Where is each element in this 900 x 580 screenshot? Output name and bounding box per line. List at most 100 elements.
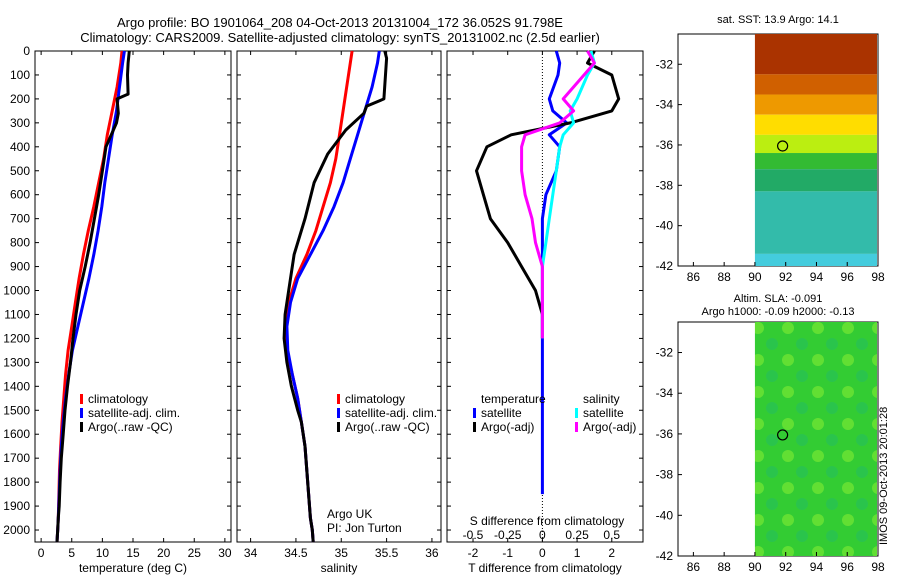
legend-swatch xyxy=(473,422,476,432)
legend-label: satellite xyxy=(583,406,624,420)
legend-label: climatology xyxy=(345,392,405,406)
legend-label: climatology xyxy=(88,392,148,406)
x-tick-label: 90 xyxy=(748,560,762,574)
y-tick-label: 100 xyxy=(10,68,30,82)
x-tick-label: 2 xyxy=(608,546,615,560)
figure-title-line-2: Climatology: CARS2009. Satellite-adjuste… xyxy=(80,30,600,45)
annotation-line: Argo UK xyxy=(327,507,372,521)
y-tick-label: -34 xyxy=(656,386,674,400)
legend-swatch xyxy=(337,422,340,432)
map-title: sat. SST: 13.9 Argo: 14.1 xyxy=(717,14,839,26)
y-tick-label: -36 xyxy=(656,427,674,441)
x-tick-label: 35 xyxy=(335,546,349,560)
legend-label: Argo(-adj) xyxy=(583,420,636,434)
y-tick-label: 1100 xyxy=(4,307,30,321)
y-tick-label: 400 xyxy=(10,140,30,154)
x-tick-label: 96 xyxy=(841,270,855,284)
sla-map-panel: 86 88 90 92 94 96 98 -32 -34 -36 -38 -40 -42 Altim. S… xyxy=(656,293,885,574)
legend-swatch xyxy=(337,408,340,418)
x-tick-label: 98 xyxy=(871,270,885,284)
x-tick-label: 20 xyxy=(157,546,171,560)
y-tick-label: 1200 xyxy=(3,331,30,345)
sst-field-band xyxy=(754,34,877,75)
secondary-tick-label: 0.25 xyxy=(565,528,589,542)
sst-field-band xyxy=(754,153,877,170)
y-tick-label: -32 xyxy=(656,346,674,360)
x-tick-label: 92 xyxy=(779,270,793,284)
y-tick-label: -40 xyxy=(656,508,674,522)
y-tick-label: 0 xyxy=(23,44,30,58)
x-tick-label: 1 xyxy=(574,546,581,560)
legend-label: Argo(..raw -QC) xyxy=(345,420,430,434)
x-tick-label: 96 xyxy=(841,560,855,574)
x-tick-label: -1 xyxy=(502,546,513,560)
y-tick-label: -40 xyxy=(656,219,674,233)
y-tick-label: -38 xyxy=(656,178,674,192)
argo-position-marker xyxy=(777,140,789,152)
figure-title-line-1: Argo profile: BO 1901064_208 04-Oct-2013… xyxy=(117,15,563,30)
y-tick-label: 1800 xyxy=(3,475,30,489)
imos-timestamp: IMOS 09-Oct-2013 20:01:28 xyxy=(878,406,890,545)
x-tick-label: 25 xyxy=(188,546,202,560)
x-tick-label: 88 xyxy=(717,270,731,284)
x-tick-label: 34.5 xyxy=(284,546,308,560)
x-tick-label: 90 xyxy=(748,270,762,284)
series-line-argo---raw--qc- xyxy=(282,50,389,543)
y-tick-label: -42 xyxy=(656,549,674,563)
legend-label: satellite-adj. clim. xyxy=(345,406,437,420)
x-tick-label: 36 xyxy=(425,546,439,560)
legend-label: Argo(..raw -QC) xyxy=(88,420,173,434)
x-axis-label: T difference from climatology xyxy=(468,561,622,575)
y-tick-label: -32 xyxy=(656,57,674,71)
y-tick-label: 1900 xyxy=(3,499,30,513)
y-tick-label: 1700 xyxy=(3,451,30,465)
x-tick-label: 0 xyxy=(539,546,546,560)
salinity-panel: 34 34.5 35 35.5 36 salinity climatologysatelli… xyxy=(236,50,442,575)
y-tick-label: 200 xyxy=(10,92,30,106)
x-axis-label: temperature (deg C) xyxy=(79,561,187,575)
y-tick-label: -38 xyxy=(656,468,674,482)
difference-panel: -2 -1 0 1 2T difference from climatology -0.5… xyxy=(446,50,644,575)
y-tick-label: 900 xyxy=(10,260,30,274)
argo-position-marker xyxy=(777,429,789,441)
x-tick-label: 34 xyxy=(244,546,258,560)
x-axis-label: salinity xyxy=(321,561,358,575)
legend-swatch xyxy=(80,422,83,432)
x-tick-label: 88 xyxy=(717,560,731,574)
y-tick-label: 500 xyxy=(10,164,30,178)
legend-title: temperature xyxy=(481,392,546,406)
series-line-argo--adj- xyxy=(520,50,596,339)
x-tick-label: 86 xyxy=(687,560,701,574)
legend-swatch xyxy=(473,408,476,418)
x-tick-label: 30 xyxy=(218,546,232,560)
y-tick-label: 1600 xyxy=(3,427,30,441)
sst-field-band xyxy=(754,169,877,192)
series-line-satellite xyxy=(540,50,596,339)
sst-field-band xyxy=(754,191,877,254)
y-tick-label: -34 xyxy=(656,98,674,112)
sst-field-band xyxy=(754,134,877,154)
series-line-argo---raw--qc- xyxy=(55,50,131,543)
legend-swatch xyxy=(80,408,83,418)
x-tick-label: 92 xyxy=(779,560,793,574)
y-tick-label: -42 xyxy=(656,259,674,273)
x-tick-label: 0 xyxy=(38,546,45,560)
plot-frame xyxy=(34,50,232,543)
secondary-tick-label: 0.5 xyxy=(603,528,620,542)
sst-field-band xyxy=(754,94,877,115)
y-tick-label: 300 xyxy=(10,116,30,130)
sst-map-panel: 86 88 90 92 94 96 98 -32 -34 -36 -38 -40 -42 sat. SST… xyxy=(656,14,885,284)
plot-frame xyxy=(236,50,442,543)
temperature-panel: 0100200300400500600700800900100011001200… xyxy=(3,44,232,575)
y-tick-label: 800 xyxy=(10,236,30,250)
x-tick-label: 5 xyxy=(68,546,75,560)
annotation-line: PI: Jon Turton xyxy=(327,521,402,535)
secondary-axis-label: S difference from climatology xyxy=(470,514,625,528)
x-tick-label: 15 xyxy=(126,546,140,560)
legend-label: satellite xyxy=(481,406,522,420)
legend-title: salinity xyxy=(583,392,620,406)
secondary-tick-label: 0 xyxy=(539,528,546,542)
x-tick-label: 35.5 xyxy=(375,546,399,560)
x-tick-label: 94 xyxy=(810,270,824,284)
